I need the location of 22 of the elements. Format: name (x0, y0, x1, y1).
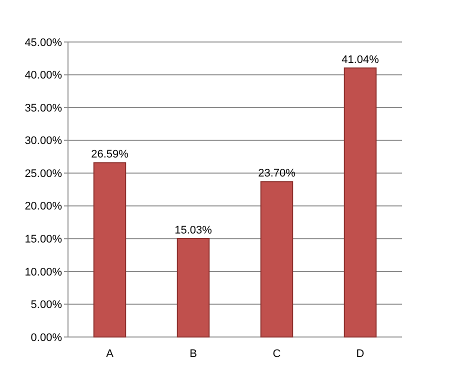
bar (176, 238, 210, 338)
x-tick-label: A (106, 348, 114, 360)
bar (344, 67, 377, 338)
y-tick-label: 45.00% (24, 36, 62, 49)
data-label: 26.59% (91, 148, 129, 161)
data-label: 15.03% (174, 224, 212, 236)
y-tick-label: 35.00% (24, 102, 62, 114)
x-tick-label: D (356, 348, 364, 360)
y-tick-label: 10.00% (24, 266, 62, 278)
y-tick-label: 30.00% (24, 135, 62, 148)
y-tick-label: 0.00% (30, 332, 62, 344)
y-tick-label: 5.00% (30, 299, 62, 312)
x-tick-label: B (190, 348, 197, 360)
data-label: 23.70% (258, 168, 296, 180)
y-tick-label: 15.00% (24, 234, 62, 246)
data-label: 41.04% (342, 54, 380, 66)
bar (93, 162, 126, 338)
y-tick-label: 25.00% (24, 168, 62, 180)
y-tick-label: 40.00% (24, 70, 62, 82)
bar (260, 181, 294, 338)
x-tick-label: C (272, 348, 281, 360)
y-tick-label: 20.00% (24, 200, 62, 213)
